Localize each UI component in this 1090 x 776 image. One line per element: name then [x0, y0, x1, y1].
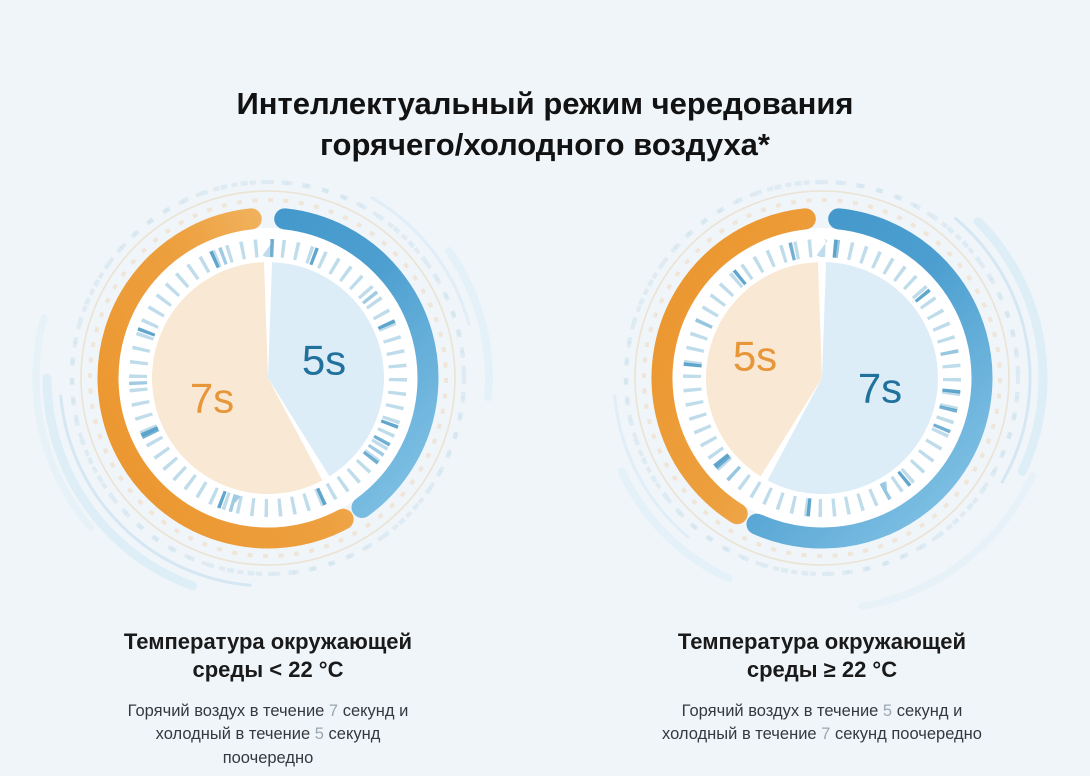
- hot-duration-label: 5s: [733, 332, 777, 379]
- dial-column-above-22: 5s 7s Температура окружающей среды ≥ 22 …: [582, 138, 1062, 770]
- caption-line2: среды ≥ 22 °C: [746, 657, 898, 683]
- cold-sector: [767, 261, 939, 494]
- description-text: секунд и: [338, 702, 409, 720]
- decor-rings: [586, 142, 1058, 614]
- hot-duration-label: 7s: [190, 374, 234, 421]
- description-text: холодный в течение: [662, 725, 822, 744]
- cold-duration-label: 7s: [858, 364, 902, 411]
- dial-column-below-22: 7s 5s Температура окружающей среды < 22 …: [28, 138, 508, 770]
- caption-line1: Температура окружающей: [677, 628, 967, 654]
- description-text: поочередно: [222, 748, 314, 767]
- cold-duration-label: 5s: [302, 336, 346, 383]
- dial-chart-below-22: 7s 5s: [32, 142, 504, 614]
- description-line: Горячий воздух в течение 7 секунд и: [28, 700, 508, 723]
- hot-sector: [151, 261, 323, 494]
- description-text: секунд поочередно: [830, 725, 982, 744]
- description-text: секунд и: [892, 702, 963, 720]
- description-line: поочередно: [28, 747, 508, 770]
- page-title-line2: горячего/холодного воздуха*: [320, 126, 770, 162]
- tick-ring: [683, 238, 961, 517]
- description-text: холодный в течение: [155, 725, 315, 744]
- dial-chart-above-22: 5s 7s: [586, 142, 1058, 614]
- description-text: Горячий воздух в течение: [127, 702, 329, 720]
- dial-caption-above-22: Температура окружающей среды ≥ 22 °C: [582, 628, 1062, 685]
- page-title-line1: Интеллектуальный режим чередования: [236, 86, 854, 121]
- caption-line1: Температура окружающей: [123, 628, 413, 654]
- cold-arc: [97, 207, 439, 549]
- caption-line2: среды < 22 °C: [192, 657, 344, 683]
- hot-sector: [706, 261, 822, 477]
- cold-seconds-value: 5: [314, 725, 324, 744]
- description-line: холодный в течение 5 секунд: [28, 723, 508, 746]
- description-text: Горячий воздух в течение: [681, 702, 883, 720]
- dial-description-above-22: Горячий воздух в течение 5 секунд и холо…: [582, 700, 1062, 747]
- hot-arc: [97, 207, 439, 549]
- decor-rings: [32, 142, 504, 614]
- hot-seconds-value: 5: [882, 702, 893, 720]
- description-text: секунд: [323, 725, 381, 744]
- cold-sector: [268, 261, 384, 477]
- dials-row: 7s 5s Температура окружающей среды < 22 …: [0, 138, 1090, 770]
- description-line: Горячий воздух в течение 5 секунд и: [582, 700, 1062, 723]
- hot-arc: [651, 207, 993, 549]
- cold-seconds-value: 7: [821, 725, 831, 744]
- dial-caption-below-22: Температура окружающей среды < 22 °C: [28, 628, 508, 685]
- tick-ring: [129, 238, 407, 517]
- description-line: холодный в течение 7 секунд поочередно: [582, 723, 1062, 746]
- page-title: Интеллектуальный режим чередования горяч…: [0, 0, 1090, 166]
- cold-arc: [651, 207, 993, 549]
- hot-seconds-value: 7: [328, 702, 339, 720]
- dial-description-below-22: Горячий воздух в течение 7 секунд и холо…: [28, 700, 508, 770]
